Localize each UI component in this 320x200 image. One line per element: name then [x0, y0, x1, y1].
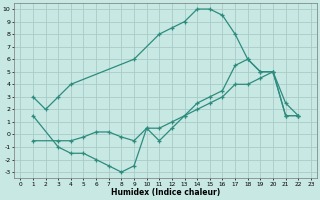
X-axis label: Humidex (Indice chaleur): Humidex (Indice chaleur) [111, 188, 220, 197]
